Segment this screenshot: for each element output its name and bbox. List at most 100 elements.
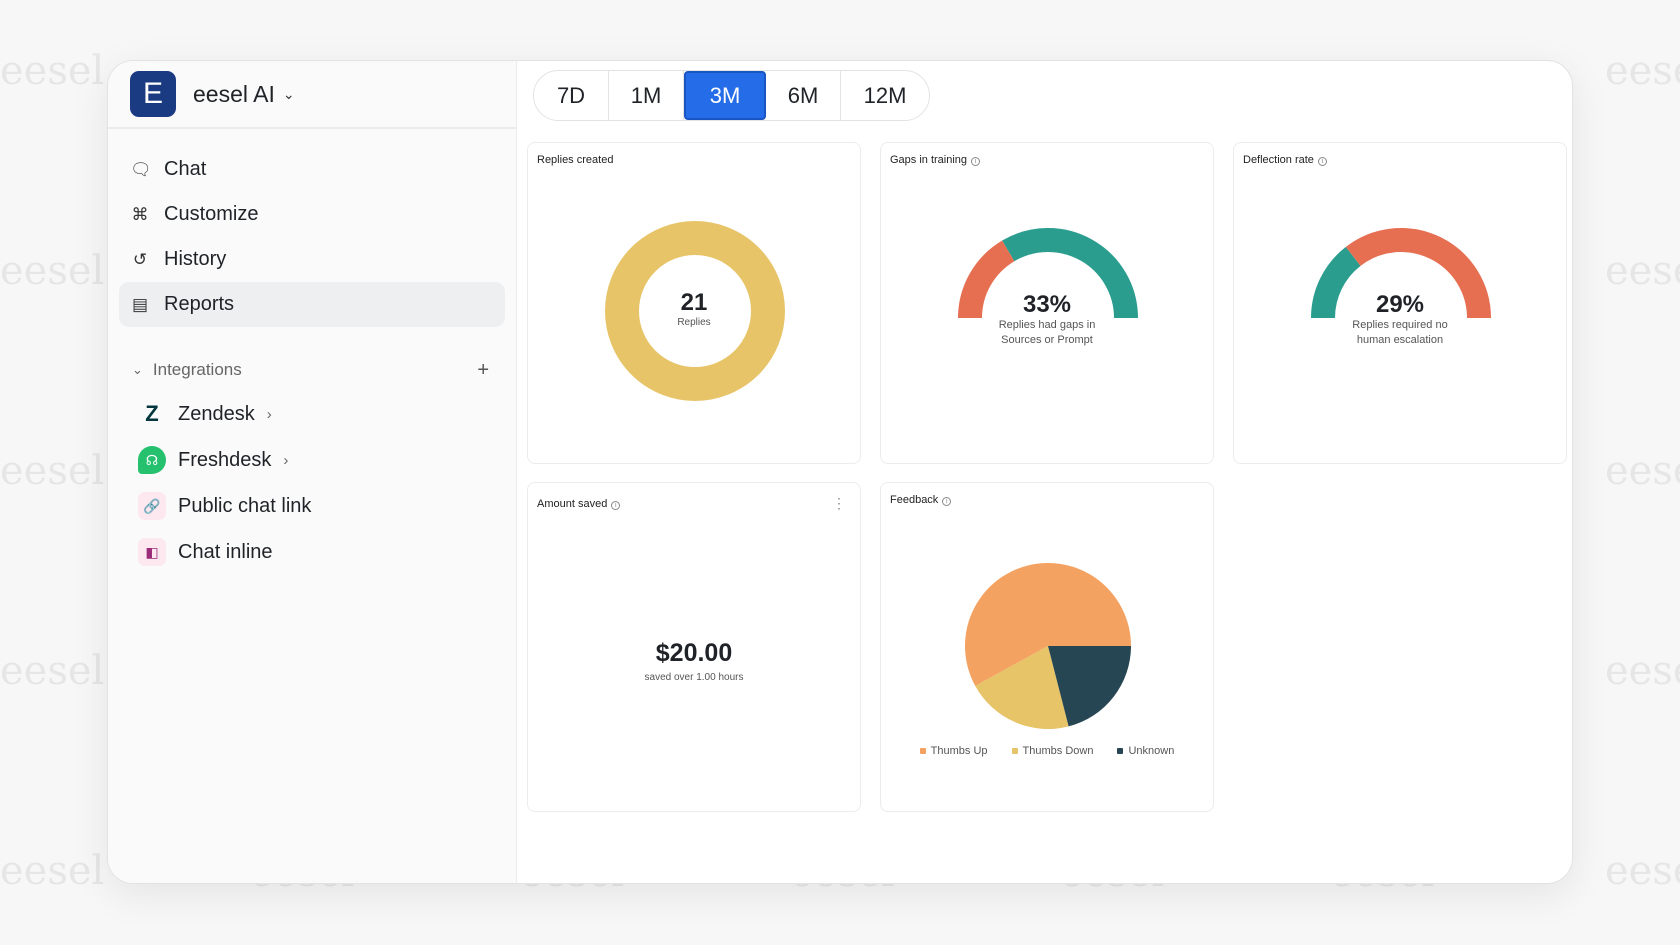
- legend-swatch: [1011, 748, 1018, 754]
- info-icon[interactable]: i: [1317, 157, 1327, 166]
- chevron-down-icon: ⌄: [282, 85, 295, 102]
- add-integration-button[interactable]: +: [477, 358, 489, 381]
- deflection-label-1: Replies required no: [1352, 319, 1448, 331]
- legend-label: Thumbs Up: [930, 745, 988, 757]
- integration-label: Freshdesk: [178, 448, 272, 471]
- card-title-text: Deflection rate: [1243, 154, 1314, 166]
- gaps-gauge: [958, 228, 1138, 319]
- amount-value: $20.00: [655, 639, 733, 667]
- integration-public-chat-link[interactable]: 🔗 Public chat link: [138, 483, 516, 529]
- card-title-text: Amount saved: [537, 498, 608, 510]
- range-7d[interactable]: 7D: [534, 71, 609, 120]
- integration-zendesk[interactable]: Z Zendesk ›: [138, 391, 516, 437]
- feedback-pie: [965, 562, 1131, 729]
- app-window: E eesel AI ⌄ 🗨 Chat ⌘ Customize ↺ History ▤…: [107, 60, 1573, 884]
- gaps-label-1: Replies had gaps in: [998, 319, 1096, 331]
- watermark-text: eesel: [1605, 48, 1680, 94]
- pie-legend: Thumbs Up Thumbs Down Unknown: [881, 745, 1213, 757]
- workspace-switcher[interactable]: E eesel AI ⌄: [108, 61, 516, 129]
- watermark-text: eesel: [1605, 448, 1680, 494]
- card-amount-saved: Amount saved i ⋮ $20.00 saved over 1.00 h…: [527, 482, 861, 812]
- card-deflection-rate: Deflection rate i 29% Replies required no…: [1233, 142, 1567, 464]
- pie-slice-thumbs-up[interactable]: [965, 562, 1131, 686]
- bar-chart-icon: ▤: [131, 294, 149, 314]
- card-feedback: Feedback i Thumbs Up Thumbs Down Unknown: [880, 482, 1214, 812]
- sidebar: E eesel AI ⌄ 🗨 Chat ⌘ Customize ↺ History ▤…: [108, 61, 517, 883]
- legend-label: Thumbs Down: [1022, 745, 1094, 757]
- gauge-segment-percent: [1311, 246, 1361, 319]
- chevron-right-icon: ›: [283, 451, 289, 469]
- integration-freshdesk[interactable]: ☊ Freshdesk ›: [138, 437, 516, 483]
- card-title: Replies created: [537, 154, 614, 166]
- nav-label: Reports: [164, 293, 235, 315]
- watermark-text: eesel: [0, 48, 105, 94]
- nav-chat[interactable]: 🗨 Chat: [119, 147, 505, 192]
- info-icon[interactable]: i: [611, 501, 621, 510]
- deflection-label-2: human escalation: [1356, 334, 1444, 346]
- nav-label: Customize: [164, 203, 259, 225]
- nav-label: History: [164, 248, 227, 270]
- integrations-label: Integrations: [152, 360, 242, 379]
- freshdesk-icon: ☊: [138, 446, 166, 474]
- amount-label: saved over 1.00 hours: [644, 672, 744, 683]
- card-title-text: Gaps in training: [890, 154, 968, 166]
- range-1m[interactable]: 1M: [609, 71, 684, 120]
- range-6m[interactable]: 6M: [766, 71, 841, 120]
- pie-slice-unknown[interactable]: [1048, 646, 1131, 727]
- watermark-text: eesel: [0, 448, 105, 494]
- card-gaps-in-training: Gaps in training i 33% Replies had gaps i…: [880, 142, 1214, 464]
- integration-chat-inline[interactable]: ◧ Chat inline: [138, 529, 516, 575]
- replies-donut: [605, 221, 785, 401]
- integration-label: Public chat link: [178, 494, 312, 517]
- card-title: Feedback i: [890, 494, 952, 506]
- chevron-down-icon: ⌄: [132, 362, 143, 377]
- legend-item[interactable]: Unknown: [1117, 745, 1174, 757]
- integrations-header[interactable]: ⌄ Integrations +: [119, 355, 505, 385]
- gaps-label-2: Sources or Prompt: [1001, 334, 1093, 346]
- card-title: Amount saved i: [537, 498, 621, 510]
- deflection-gauge: [1311, 228, 1491, 319]
- pie-slice-thumbs-down[interactable]: [975, 646, 1069, 729]
- nav-history[interactable]: ↺ History: [119, 237, 505, 282]
- link-icon: 🔗: [138, 492, 166, 520]
- range-12m[interactable]: 12M: [863, 82, 907, 108]
- replies-label: Replies: [677, 317, 711, 328]
- legend-swatch: [919, 748, 926, 754]
- info-icon[interactable]: i: [971, 157, 981, 166]
- chat-bubble-icon: 🗨: [130, 159, 152, 179]
- watermark-text: eesel: [0, 648, 105, 694]
- zendesk-icon: Z: [145, 401, 159, 426]
- watermark-text: eesel: [1605, 848, 1680, 894]
- card-title-text: Feedback: [890, 494, 939, 506]
- watermark-text: eesel: [0, 848, 105, 894]
- workspace-name: eesel AI: [193, 80, 275, 107]
- gauge-segment-rest: [1345, 228, 1491, 319]
- gaps-value: 33%: [1022, 291, 1072, 318]
- card-title: Gaps in training i: [890, 154, 981, 166]
- gauge-segment-percent: [958, 240, 1015, 319]
- info-icon[interactable]: i: [942, 497, 952, 506]
- chat-inline-icon: ◧: [138, 538, 166, 566]
- range-3m[interactable]: 3M: [684, 71, 766, 120]
- integration-label: Chat inline: [178, 540, 273, 563]
- legend-label: Unknown: [1128, 745, 1175, 757]
- card-title: Deflection rate i: [1243, 154, 1327, 166]
- more-options-icon[interactable]: ⋮: [832, 495, 846, 511]
- legend-item[interactable]: Thumbs Up: [919, 745, 988, 757]
- workspace-logo: E: [130, 71, 176, 117]
- legend-item[interactable]: Thumbs Down: [1011, 745, 1094, 757]
- card-replies-created: Replies created 21 Replies: [527, 142, 861, 464]
- watermark-text: eesel: [1605, 648, 1680, 694]
- date-range-tabs: 7D 1M 3M 6M 12M: [533, 70, 930, 121]
- nav-reports[interactable]: ▤ Reports: [119, 282, 505, 327]
- nav-customize[interactable]: ⌘ Customize: [119, 192, 505, 237]
- donut-ring: [605, 221, 785, 401]
- chevron-right-icon: ›: [266, 405, 272, 423]
- shapes-icon: ⌘: [131, 204, 149, 224]
- watermark-text: eesel: [0, 248, 105, 294]
- deflection-value: 29%: [1375, 291, 1425, 318]
- replies-count: 21: [680, 289, 708, 316]
- gauge-segment-rest: [1002, 228, 1138, 319]
- history-icon: ↺: [132, 249, 148, 269]
- watermark-text: eesel: [1605, 248, 1680, 294]
